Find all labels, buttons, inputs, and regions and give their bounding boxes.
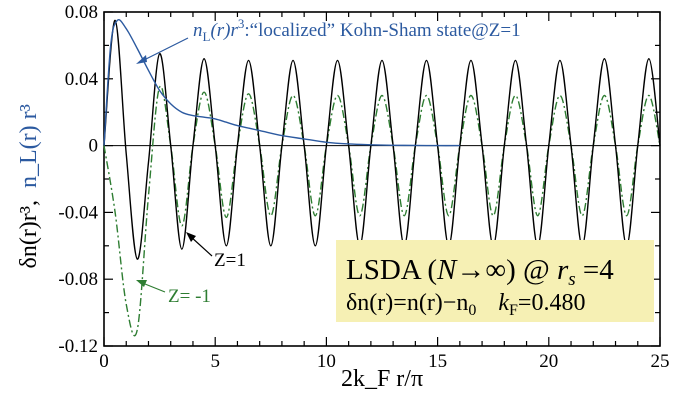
- y-axis-titles: δn(r)r³, n_L(r) r³: [16, 104, 42, 268]
- info-line1-s: s: [568, 269, 575, 290]
- y-tick-label: 0.04: [65, 69, 99, 90]
- info-line1-r: r: [557, 254, 569, 286]
- arrow-blue-line: [139, 37, 189, 63]
- info-line1-N: N: [436, 254, 458, 286]
- info-line2-val: =0.480: [518, 290, 586, 316]
- z-negative-label: Z= -1: [168, 286, 211, 307]
- y-tick-label: -0.04: [58, 202, 98, 223]
- y-axis-title-black: δn(r)r³,: [16, 200, 42, 268]
- info-line2-F: F: [509, 302, 518, 319]
- x-axis-title: 2k_F r/π: [341, 366, 423, 392]
- arrow-z1-head: [186, 232, 196, 242]
- arrow-blue-head: [136, 55, 147, 64]
- arrow-z1-line: [189, 235, 213, 257]
- annotation-arrows: [136, 37, 213, 293]
- x-tick-label: 0: [99, 351, 109, 372]
- y-tick-label: -0.12: [58, 336, 98, 357]
- y-axis-title-blue: n_L(r) r³: [16, 104, 42, 188]
- blue-anno-text: :“localized” Kohn-Sham state@Z=1: [244, 20, 520, 41]
- x-tick-label: 20: [539, 351, 558, 372]
- info-line1-arrow: →∞) @: [456, 254, 557, 286]
- info-box-line1: LSDA (N→∞) @ rs =4: [346, 254, 614, 290]
- arrow-zneg-head: [136, 280, 147, 287]
- x-tick-label: 10: [317, 351, 336, 372]
- info-line1-eq: =4: [576, 254, 615, 286]
- series-layer: [103, 19, 661, 337]
- y-tick-label: 0: [89, 136, 99, 157]
- z-positive-label: Z=1: [214, 250, 246, 271]
- blue-anno-rest: (r)r: [210, 20, 238, 41]
- info-box: [336, 240, 654, 322]
- blue-anno-sub: L: [203, 29, 211, 44]
- series-line-0: [103, 19, 661, 260]
- tick-labels: 0 5 10 15 20 25 0.08 0.04 0 -0.04 -0.08 -0.12: [58, 2, 669, 372]
- info-line2-sub0: 0: [468, 302, 476, 319]
- info-line2-k: k: [498, 290, 509, 316]
- info-box-line2: δn(r)=n(r)−n0 kF=0.480: [346, 290, 585, 319]
- blue-anno-sup: 3: [238, 16, 245, 31]
- info-line1-a: LSDA (: [346, 254, 437, 286]
- blue-anno-n: n: [193, 20, 203, 41]
- x-tick-label: 15: [428, 351, 447, 372]
- blue-annotation: nL(r)r3:“localized” Kohn-Sham state@Z=1: [193, 16, 521, 44]
- info-line2-a: δn(r)=n(r)−n: [346, 290, 468, 316]
- x-tick-label: 5: [210, 351, 220, 372]
- y-tick-label: 0.08: [65, 2, 98, 23]
- x-tick-label: 25: [651, 351, 670, 372]
- y-tick-label: -0.08: [58, 269, 98, 290]
- series-line-2: [103, 19, 460, 147]
